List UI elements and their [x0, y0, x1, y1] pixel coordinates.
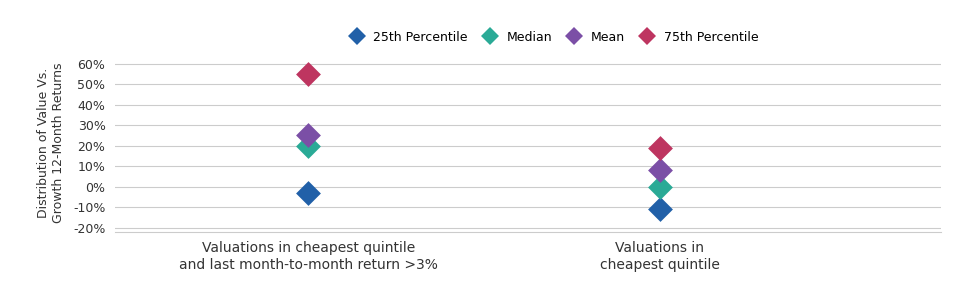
Point — [300, 72, 316, 76]
Point — [300, 143, 316, 148]
Point — [652, 207, 667, 211]
Point — [300, 190, 316, 195]
Y-axis label: Distribution of Value Vs.
Growth 12-Month Returns: Distribution of Value Vs. Growth 12-Mont… — [36, 62, 64, 223]
Point — [652, 145, 667, 150]
Point — [652, 168, 667, 173]
Legend: 25th Percentile, Median, Mean, 75th Percentile: 25th Percentile, Median, Mean, 75th Perc… — [345, 31, 758, 44]
Point — [652, 184, 667, 189]
Point — [300, 133, 316, 138]
